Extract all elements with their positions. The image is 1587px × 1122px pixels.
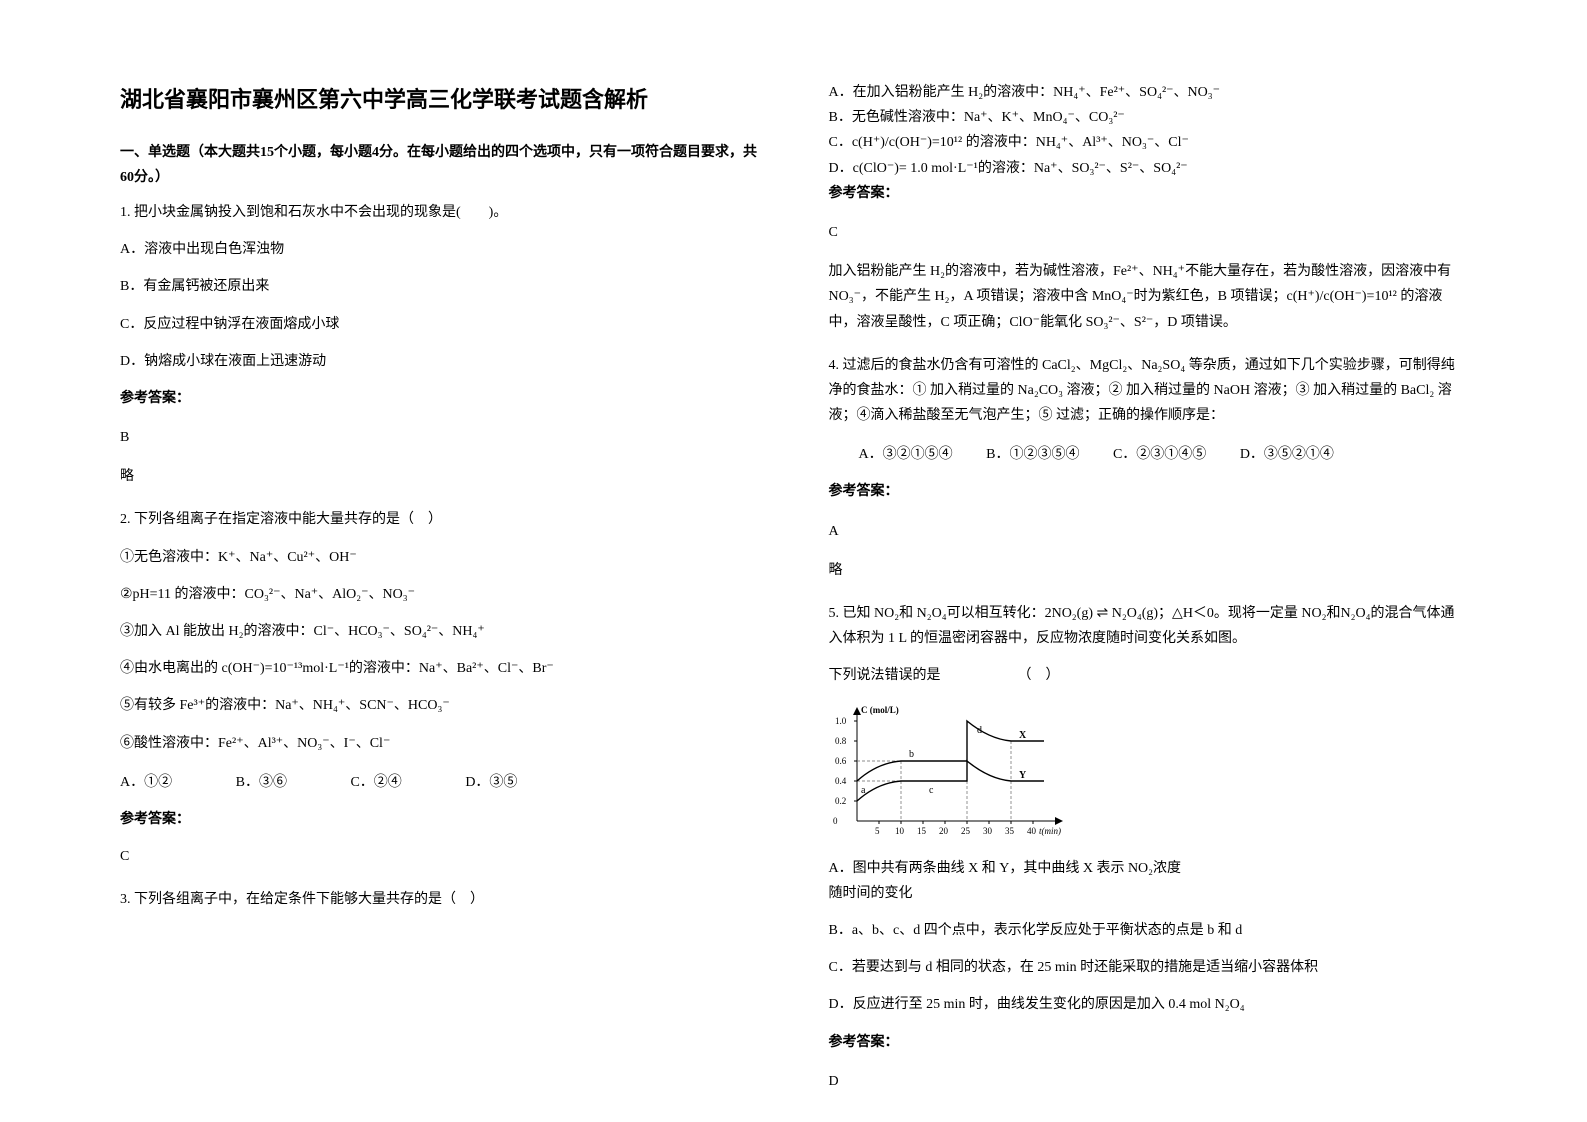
q3-option-d: D．c(ClO⁻)= 1.0 mol·L⁻¹的溶液：Na⁺、SO₃²⁻、S²⁻、… bbox=[829, 156, 1468, 181]
q2-stem: 2. 下列各组离子在指定溶液中能大量共存的是（ ） bbox=[120, 507, 759, 532]
q3-option-b: B．无色碱性溶液中：Na⁺、K⁺、MnO₄⁻、CO₃²⁻ bbox=[829, 105, 1468, 130]
q4-options: A．③②①⑤④ B．①②③⑤④ C．②③①④⑤ D．③⑤②①④ bbox=[829, 442, 1468, 467]
svg-text:Y: Y bbox=[1019, 770, 1027, 781]
q5-option-c: C．若要达到与 d 相同的状态，在 25 min 时还能采取的措施是适当缩小容器… bbox=[829, 955, 1468, 980]
svg-text:5: 5 bbox=[875, 826, 880, 836]
svg-text:C (mol/L): C (mol/L) bbox=[861, 705, 899, 715]
q4-option-a: A．③②①⑤④ bbox=[859, 442, 953, 467]
q2-option-a: A．①② bbox=[120, 770, 172, 795]
q3-option-c: C．c(H⁺)/c(OH⁻)=10¹² 的溶液中：NH₄⁺、Al³⁺、NO₃⁻、… bbox=[829, 130, 1468, 155]
concentration-chart: 0 0.2 0.4 0.6 0.8 1.0 5 10 15 20 25 30 3… bbox=[829, 701, 1089, 846]
q2-option-c: C．②④ bbox=[350, 770, 401, 795]
q2-item5: ⑤有较多 Fe³⁺的溶液中：Na⁺、NH₄⁺、SCN⁻、HCO₃⁻ bbox=[120, 693, 759, 718]
svg-text:a: a bbox=[861, 785, 866, 796]
svg-text:b: b bbox=[909, 749, 914, 760]
q2-item6: ⑥酸性溶液中：Fe²⁺、Al³⁺、NO₃⁻、I⁻、Cl⁻ bbox=[120, 731, 759, 756]
q5-sub-stem: 下列说法错误的是 （ ） bbox=[829, 663, 1468, 688]
q5-option-a2: 随时间的变化 bbox=[829, 881, 1468, 906]
q3-answer-label: 参考答案： bbox=[829, 181, 1468, 206]
q1-option-b: B．有金属钙被还原出来 bbox=[120, 274, 759, 299]
svg-text:30: 30 bbox=[983, 826, 993, 836]
q4-option-b: B．①②③⑤④ bbox=[986, 442, 1079, 467]
q5-option-d: D．反应进行至 25 min 时，曲线发生变化的原因是加入 0.4 mol N₂… bbox=[829, 992, 1468, 1017]
q4-answer: A bbox=[829, 519, 1468, 544]
q4-option-d: D．③⑤②①④ bbox=[1240, 442, 1334, 467]
q1-option-c: C．反应过程中钠浮在液面熔成小球 bbox=[120, 312, 759, 337]
q2-item4: ④由水电离出的 c(OH⁻)=10⁻¹³mol·L⁻¹的溶液中：Na⁺、Ba²⁺… bbox=[120, 656, 759, 681]
q2-item3: ③加入 Al 能放出 H₂的溶液中：Cl⁻、HCO₃⁻、SO₄²⁻、NH₄⁺ bbox=[120, 619, 759, 644]
svg-text:0: 0 bbox=[833, 816, 838, 826]
svg-text:20: 20 bbox=[939, 826, 949, 836]
q3-option-a: A．在加入铝粉能产生 H₂的溶液中：NH₄⁺、Fe²⁺、SO₄²⁻、NO₃⁻ bbox=[829, 80, 1468, 105]
q3-answer: C bbox=[829, 220, 1468, 245]
svg-text:35: 35 bbox=[1005, 826, 1015, 836]
svg-text:0.4: 0.4 bbox=[835, 776, 847, 786]
q2-item1: ①无色溶液中：K⁺、Na⁺、Cu²⁺、OH⁻ bbox=[120, 545, 759, 570]
section-header: 一、单选题（本大题共15个小题，每小题4分。在每小题给出的四个选项中，只有一项符… bbox=[120, 140, 759, 190]
svg-text:15: 15 bbox=[917, 826, 927, 836]
svg-text:c: c bbox=[929, 785, 934, 796]
q2-option-d: D．③⑤ bbox=[465, 770, 517, 795]
q5-answer: D bbox=[829, 1069, 1468, 1094]
q4-note: 略 bbox=[829, 558, 1468, 583]
svg-text:40: 40 bbox=[1027, 826, 1037, 836]
q4-stem: 4. 过滤后的食盐水仍含有可溶性的 CaCl₂、MgCl₂、Na₂SO₄ 等杂质… bbox=[829, 353, 1468, 429]
svg-text:10: 10 bbox=[895, 826, 905, 836]
svg-text:25: 25 bbox=[961, 826, 971, 836]
q1-note: 略 bbox=[120, 464, 759, 489]
q2-answer-label: 参考答案： bbox=[120, 807, 759, 832]
q3-explanation: 加入铝粉能产生 H₂的溶液中，若为碱性溶液，Fe²⁺、NH₄⁺不能大量存在，若为… bbox=[829, 259, 1468, 335]
q5-option-a: A．图中共有两条曲线 X 和 Y，其中曲线 X 表示 NO₂浓度 bbox=[829, 856, 1468, 881]
q4-answer-label: 参考答案： bbox=[829, 479, 1468, 504]
q1-answer: B bbox=[120, 425, 759, 450]
svg-text:X: X bbox=[1019, 730, 1027, 741]
question-2: 2. 下列各组离子在指定溶液中能大量共存的是（ ） ①无色溶液中：K⁺、Na⁺、… bbox=[120, 507, 759, 869]
q1-option-a: A．溶液中出现白色浑浊物 bbox=[120, 237, 759, 262]
q5-option-b: B．a、b、c、d 四个点中，表示化学反应处于平衡状态的点是 b 和 d bbox=[829, 918, 1468, 943]
q5-answer-label: 参考答案： bbox=[829, 1030, 1468, 1055]
svg-text:0.6: 0.6 bbox=[835, 756, 847, 766]
q2-option-b: B．③⑥ bbox=[236, 770, 287, 795]
q2-item2: ②pH=11 的溶液中：CO₃²⁻、Na⁺、AlO₂⁻、NO₃⁻ bbox=[120, 582, 759, 607]
q1-stem: 1. 把小块金属钠投入到饱和石灰水中不会出现的现象是( )。 bbox=[120, 200, 759, 225]
svg-text:t(min): t(min) bbox=[1039, 826, 1061, 836]
question-3-options: A．在加入铝粉能产生 H₂的溶液中：NH₄⁺、Fe²⁺、SO₄²⁻、NO₃⁻ B… bbox=[829, 80, 1468, 335]
q5-stem: 5. 已知 NO₂和 N₂O₄可以相互转化：2NO₂(g) ⇌ N₂O₄(g)；… bbox=[829, 601, 1468, 651]
svg-text:d: d bbox=[977, 725, 982, 736]
question-3-stem: 3. 下列各组离子中，在给定条件下能够大量共存的是（ ） bbox=[120, 887, 759, 912]
question-1: 1. 把小块金属钠投入到饱和石灰水中不会出现的现象是( )。 A．溶液中出现白色… bbox=[120, 200, 759, 490]
svg-text:0.2: 0.2 bbox=[835, 796, 846, 806]
question-5: 5. 已知 NO₂和 N₂O₄可以相互转化：2NO₂(g) ⇌ N₂O₄(g)；… bbox=[829, 601, 1468, 1094]
question-4: 4. 过滤后的食盐水仍含有可溶性的 CaCl₂、MgCl₂、Na₂SO₄ 等杂质… bbox=[829, 353, 1468, 583]
q1-answer-label: 参考答案： bbox=[120, 386, 759, 411]
q1-option-d: D．钠熔成小球在液面上迅速游动 bbox=[120, 349, 759, 374]
svg-text:1.0: 1.0 bbox=[835, 716, 847, 726]
q2-answer: C bbox=[120, 844, 759, 869]
q4-option-c: C．②③①④⑤ bbox=[1113, 442, 1206, 467]
page-title: 湖北省襄阳市襄州区第六中学高三化学联考试题含解析 bbox=[120, 80, 759, 120]
svg-text:0.8: 0.8 bbox=[835, 736, 847, 746]
q3-stem: 3. 下列各组离子中，在给定条件下能够大量共存的是（ ） bbox=[120, 887, 759, 912]
q2-options: A．①② B．③⑥ C．②④ D．③⑤ bbox=[120, 770, 759, 795]
